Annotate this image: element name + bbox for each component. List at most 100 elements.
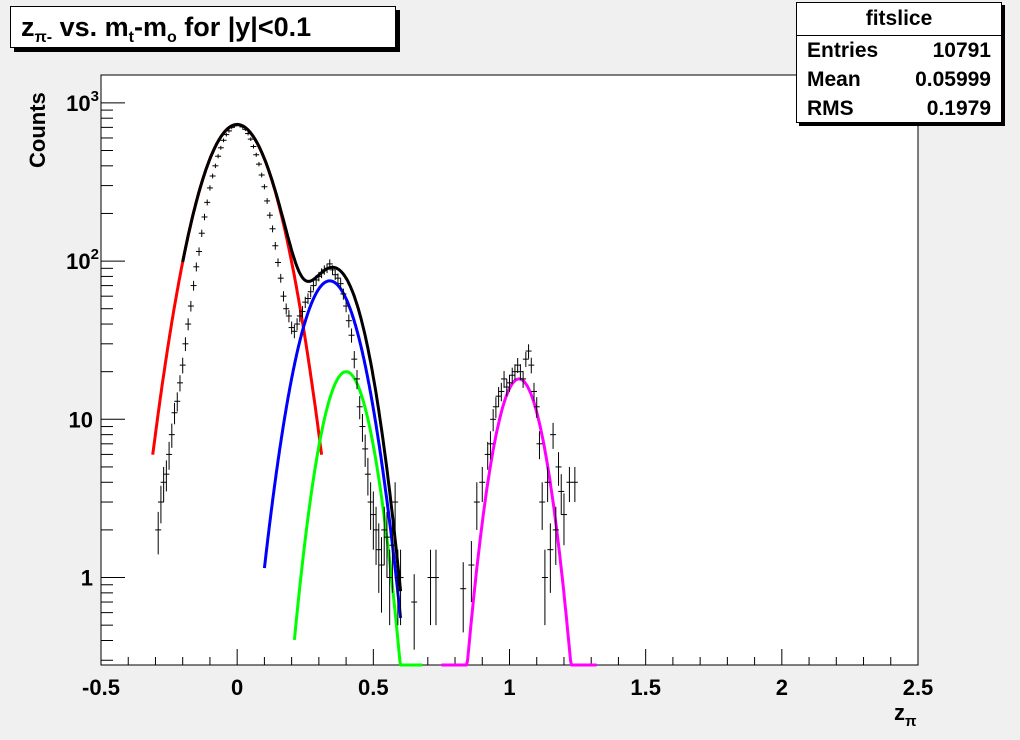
x-tick-label: 2 [776, 675, 788, 700]
data-point [277, 273, 284, 283]
data-point [566, 466, 573, 503]
data-point [490, 409, 497, 432]
data-point [473, 482, 480, 530]
data-point [547, 523, 554, 593]
data-point [182, 337, 189, 352]
chart-title: zπ- vs. mt-mo for |y|<0.1 [10, 6, 396, 48]
data-point [370, 491, 377, 550]
data-point [503, 378, 510, 397]
data-point [348, 328, 355, 343]
x-tick-label: 1 [503, 675, 515, 700]
data-point [498, 382, 505, 402]
data-point [531, 382, 538, 402]
data-point [310, 280, 317, 291]
data-point [343, 300, 350, 313]
data-point [220, 138, 227, 143]
gaussian-fit-curve [262, 279, 403, 619]
data-point [187, 300, 194, 312]
data-point [550, 422, 557, 449]
y-tick-label: 103 [66, 88, 99, 116]
data-point [373, 506, 380, 565]
data-point [351, 351, 358, 369]
data-point [432, 549, 439, 626]
data-point [378, 537, 385, 613]
data-point [427, 549, 434, 626]
y-tick-label: 102 [66, 246, 99, 274]
gaussian-fit-curve [440, 377, 598, 667]
data-point [362, 434, 369, 467]
data-point [329, 265, 336, 275]
data-point [340, 288, 347, 300]
data-point [495, 387, 502, 407]
data-point [555, 452, 562, 486]
data-point [174, 392, 181, 412]
data-point [261, 184, 268, 190]
data-point [223, 132, 230, 137]
data-point [245, 131, 252, 136]
stats-row-mean: Mean 0.05999 [797, 65, 1001, 94]
stats-row-rms: RMS 0.1979 [797, 94, 1001, 123]
data-point [250, 144, 257, 149]
data-point [280, 291, 287, 302]
data-point [389, 517, 396, 593]
x-tick-label: 0.5 [358, 675, 389, 700]
fit-curves [151, 123, 598, 667]
data-point [506, 374, 513, 392]
tick-labels: -0.5 0 0.5 1 1.5 2 2.5 1 10 102 103 [66, 88, 933, 700]
data-point [522, 352, 529, 368]
x-axis-title: zπ [894, 700, 917, 730]
data-point [193, 262, 200, 272]
data-point [484, 441, 491, 470]
data-point [560, 493, 567, 546]
data-point [239, 125, 246, 129]
data-point [179, 357, 186, 374]
data-point [299, 306, 306, 318]
y-axis-title: Counts [25, 92, 50, 168]
data-point [168, 423, 175, 448]
data-point [356, 396, 363, 420]
data-point [460, 562, 467, 633]
data-point [247, 137, 254, 142]
data-point [571, 466, 578, 503]
data-point [487, 431, 494, 460]
data-point [525, 344, 532, 359]
stats-value: 10791 [932, 39, 991, 62]
data-point [269, 225, 276, 233]
x-tick-label: -0.5 [82, 675, 120, 700]
data-point [337, 278, 344, 290]
data-point [217, 145, 224, 150]
data-point [528, 357, 535, 374]
sum-fit-curve [181, 123, 403, 592]
data-point [201, 213, 208, 221]
data-point [375, 523, 382, 593]
x-tick-label: 1.5 [630, 675, 661, 700]
data-point [558, 474, 565, 515]
data-point [479, 466, 486, 503]
data-point [492, 397, 499, 418]
data-point [517, 364, 524, 381]
data-point [544, 466, 551, 503]
y-tick-label: 10 [69, 407, 93, 432]
data-point [411, 574, 418, 650]
x-tick-label: 0 [231, 675, 243, 700]
data-point [206, 185, 213, 191]
data-points [155, 122, 578, 650]
stats-value: 0.1979 [926, 97, 991, 120]
data-point [209, 173, 216, 179]
data-point [386, 549, 393, 626]
data-point [511, 364, 518, 381]
data-point [552, 506, 559, 565]
data-point [514, 358, 521, 374]
data-point [520, 370, 527, 388]
data-point [539, 482, 546, 530]
data-point [171, 402, 178, 425]
data-point [321, 265, 328, 275]
data-point [533, 397, 540, 418]
data-point [536, 431, 543, 460]
stats-box: fitslice Entries 10791 Mean 0.05999 RMS … [796, 2, 1002, 123]
data-point [272, 242, 279, 250]
data-point [501, 370, 508, 388]
data-point [359, 414, 366, 442]
data-point [334, 273, 341, 284]
data-point [324, 263, 331, 274]
